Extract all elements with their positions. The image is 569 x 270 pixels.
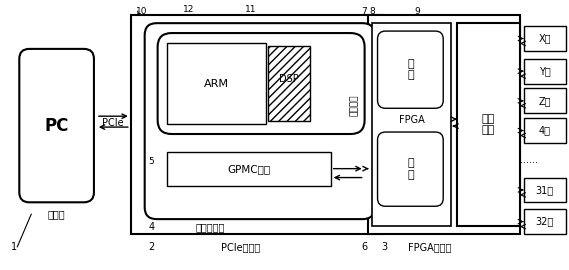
Text: 4轴: 4轴 [539,126,551,136]
Text: 控
制: 控 制 [407,59,414,80]
Text: 2: 2 [149,242,155,252]
Bar [524,59,566,83]
Bar [368,15,520,234]
FancyBboxPatch shape [378,132,443,206]
Text: 9: 9 [414,7,420,16]
Text: PCIe: PCIe [102,118,123,128]
Text: 外围
电路: 外围 电路 [482,114,495,136]
Text: 1: 1 [11,242,18,252]
Text: 10: 10 [136,7,147,16]
Text: FPGA: FPGA [398,115,424,125]
Text: ......: ...... [520,155,538,165]
Text: 11: 11 [245,5,257,14]
Text: Z轴: Z轴 [538,96,551,106]
Text: 31轴: 31轴 [535,185,554,195]
Text: FPGA扩展板: FPGA扩展板 [407,242,451,252]
Text: 5: 5 [149,157,154,166]
FancyBboxPatch shape [145,23,374,219]
Bar [524,118,566,143]
Text: DSP: DSP [279,74,299,84]
Text: 6: 6 [361,242,368,252]
Bar [131,15,382,234]
FancyBboxPatch shape [19,49,94,202]
Bar [167,43,266,124]
Text: 反
馈: 反 馈 [407,158,414,180]
Bar [372,23,451,226]
Bar [524,178,566,202]
Text: 32轴: 32轴 [535,217,554,227]
Bar [524,26,566,51]
Text: X轴: X轴 [538,33,551,43]
Text: GPMC接口: GPMC接口 [227,164,270,174]
Text: 8: 8 [370,7,376,16]
FancyBboxPatch shape [378,31,443,108]
Text: ARM: ARM [204,79,229,89]
Bar [457,23,520,226]
Bar [524,89,566,113]
Text: Y轴: Y轴 [539,66,551,76]
Bar [524,209,566,234]
Text: 并行总线: 并行总线 [350,94,359,116]
Text: 12: 12 [183,5,194,14]
Text: 双核处理器: 双核处理器 [196,222,225,232]
FancyBboxPatch shape [158,33,365,134]
Text: 上位机: 上位机 [48,209,65,219]
Text: PCIe控制卡: PCIe控制卡 [221,242,260,252]
Text: 4: 4 [149,222,155,232]
Text: 7: 7 [362,7,368,16]
Text: 3: 3 [382,242,387,252]
Text: PC: PC [44,117,69,135]
Bar [167,152,331,187]
Bar [268,46,310,121]
